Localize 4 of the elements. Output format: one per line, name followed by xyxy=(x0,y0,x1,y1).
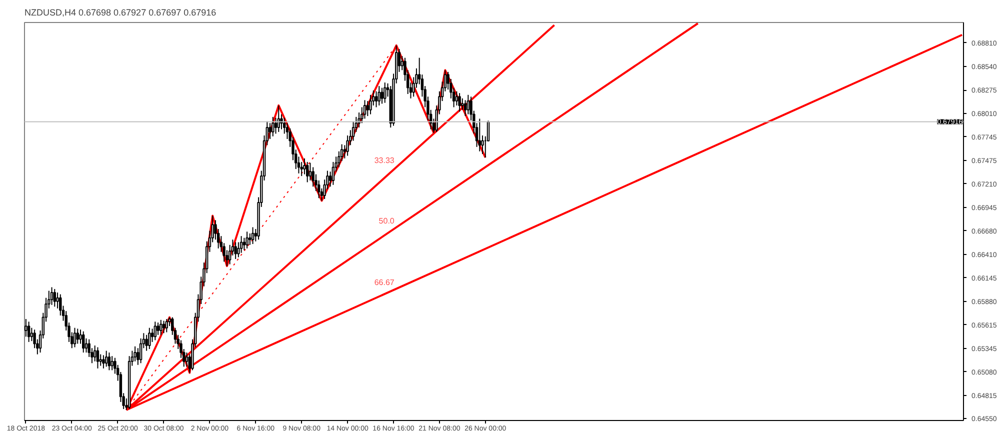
chart-title: NZDUSD,H4 0.67698 0.67927 0.67697 0.67916 xyxy=(24,8,216,18)
series-label: 50.0 xyxy=(378,216,395,226)
series-label: 66.67 xyxy=(374,278,395,287)
series-label: 33.33 xyxy=(374,156,395,166)
